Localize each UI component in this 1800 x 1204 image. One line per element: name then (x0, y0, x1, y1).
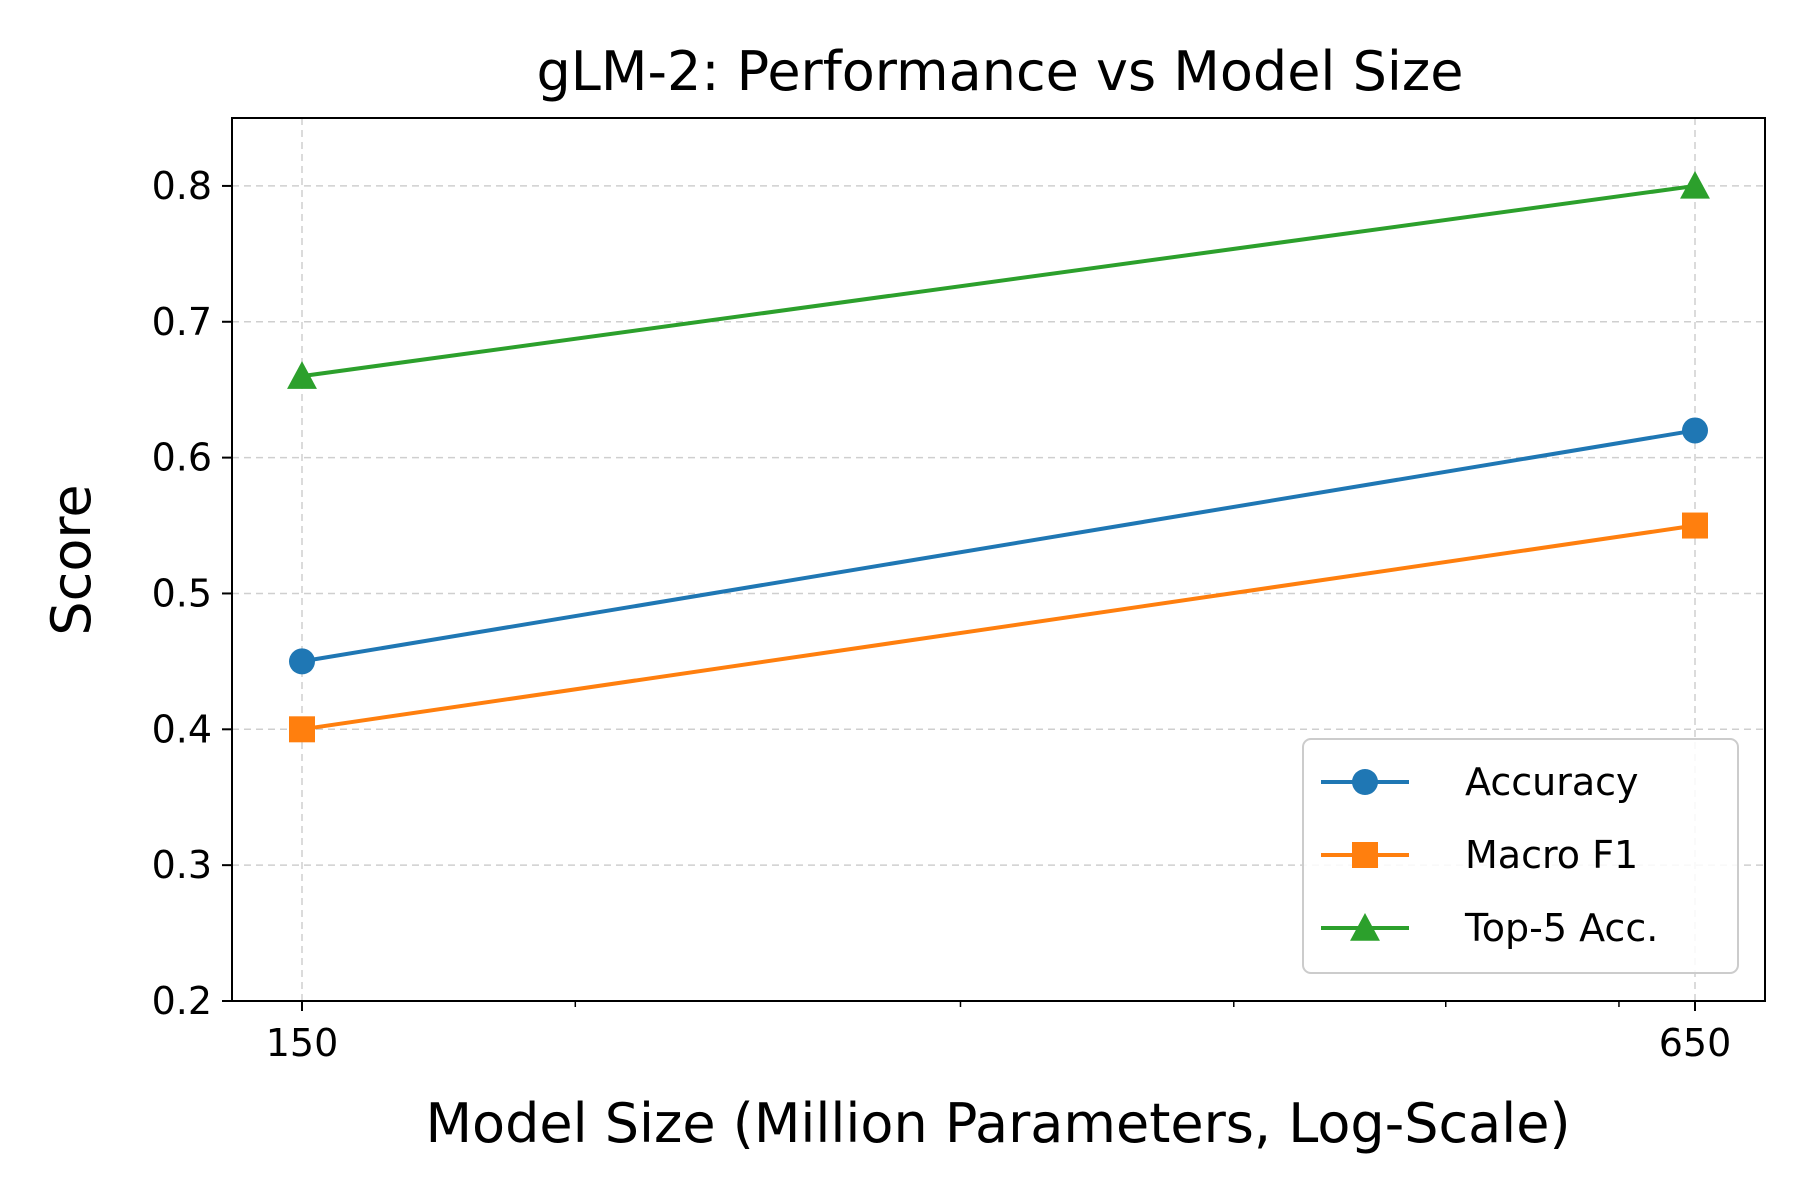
x-axis-label: Model Size (Million Parameters, Log-Scal… (425, 1092, 1570, 1155)
data-point (289, 648, 315, 675)
series-line (301, 183, 1696, 379)
series-line (301, 428, 1696, 664)
legend-marker (1352, 842, 1378, 868)
chart-title: gLM-2: Performance vs Model Size (537, 40, 1464, 103)
series-macro-f1 (289, 512, 1708, 743)
legend-box (1302, 738, 1739, 974)
axes: 0.2 0.3 0.4 0.5 0.6 0.7 0.8 150 650 (152, 164, 1732, 1065)
y-tick-label: 0.6 (152, 436, 212, 480)
series-layer (287, 170, 1710, 743)
y-tick-label: 0.3 (152, 843, 212, 887)
legend-item: Top-5 Acc. (1321, 906, 1658, 950)
legend-label: Top-5 Acc. (1464, 906, 1658, 950)
y-tick-label: 0.8 (152, 164, 212, 208)
legend-label: Macro F1 (1465, 833, 1638, 877)
series-line (301, 523, 1696, 732)
legend: Accuracy Macro F1 Top-5 Acc. (1302, 738, 1739, 974)
legend-marker (1352, 769, 1378, 795)
plot-frame (231, 117, 1766, 1002)
y-axis-label: Score (40, 484, 103, 635)
y-tick-label: 0.5 (152, 571, 212, 615)
legend-item: Macro F1 (1321, 833, 1638, 877)
legend-item: Accuracy (1321, 760, 1639, 804)
y-tick-label: 0.7 (152, 300, 212, 344)
data-point (1680, 170, 1710, 199)
legend-marker (1350, 913, 1380, 941)
series-accuracy (289, 417, 1708, 675)
series-top-5-acc (287, 170, 1710, 389)
data-point (287, 361, 317, 389)
data-point (289, 716, 315, 743)
legend-label: Accuracy (1465, 760, 1639, 804)
y-tick-label: 0.2 (152, 979, 212, 1023)
x-tick-label: 150 (266, 1021, 339, 1065)
y-tick-label: 0.4 (152, 707, 212, 751)
data-point (1682, 417, 1708, 444)
data-point (1682, 512, 1708, 539)
x-tick-label: 650 (1659, 1021, 1732, 1065)
